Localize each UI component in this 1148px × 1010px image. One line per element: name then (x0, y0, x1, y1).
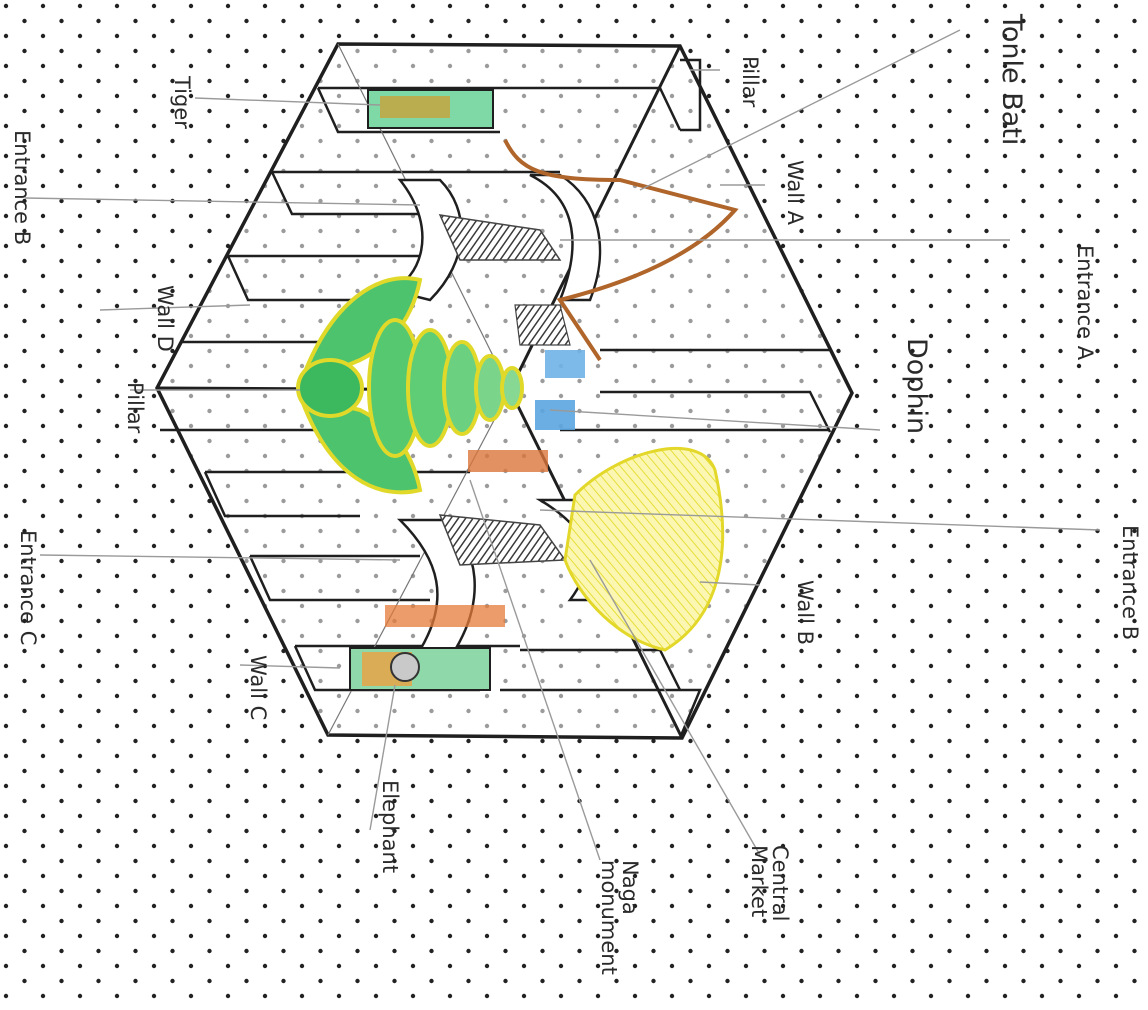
pillar-top-label: Pillar (738, 56, 762, 108)
dophin-label: Dophin (901, 338, 932, 435)
wall-a-curve (503, 139, 739, 362)
wall-b-label: Wall B (793, 580, 817, 646)
dophin-patch-upper (545, 350, 585, 378)
shaded-walkway-upper (438, 214, 562, 261)
entrance-c-label: Entrance C (16, 530, 40, 646)
entrance-a-label: Entrance A (1073, 245, 1097, 361)
orange-band-mid (468, 450, 548, 472)
central-market-label: Central Market (747, 845, 792, 922)
wall-d-label: Wall D (153, 285, 177, 352)
wall-a-label: Wall A (783, 160, 807, 225)
dophin-patch-lower (535, 400, 575, 430)
wall-c-label: Wall C (246, 655, 270, 721)
shaded-walkway-mid (514, 304, 571, 346)
pillar-left-label: Pillar (123, 382, 147, 434)
orange-band-lower (385, 605, 505, 627)
naga-monument-shape (296, 276, 524, 495)
title-label: Tonle Bati (996, 14, 1027, 146)
tiger-label: Tiger (170, 76, 194, 129)
entrance-b-left-label: Entrance B (10, 130, 34, 246)
elephant-sketch (390, 652, 420, 682)
tiger-mark (380, 96, 450, 118)
elephant-label: Elephant (378, 780, 402, 874)
entrance-b-right-label: Entrance B (1118, 525, 1142, 641)
naga-monument-label: Naga monument (597, 860, 642, 975)
